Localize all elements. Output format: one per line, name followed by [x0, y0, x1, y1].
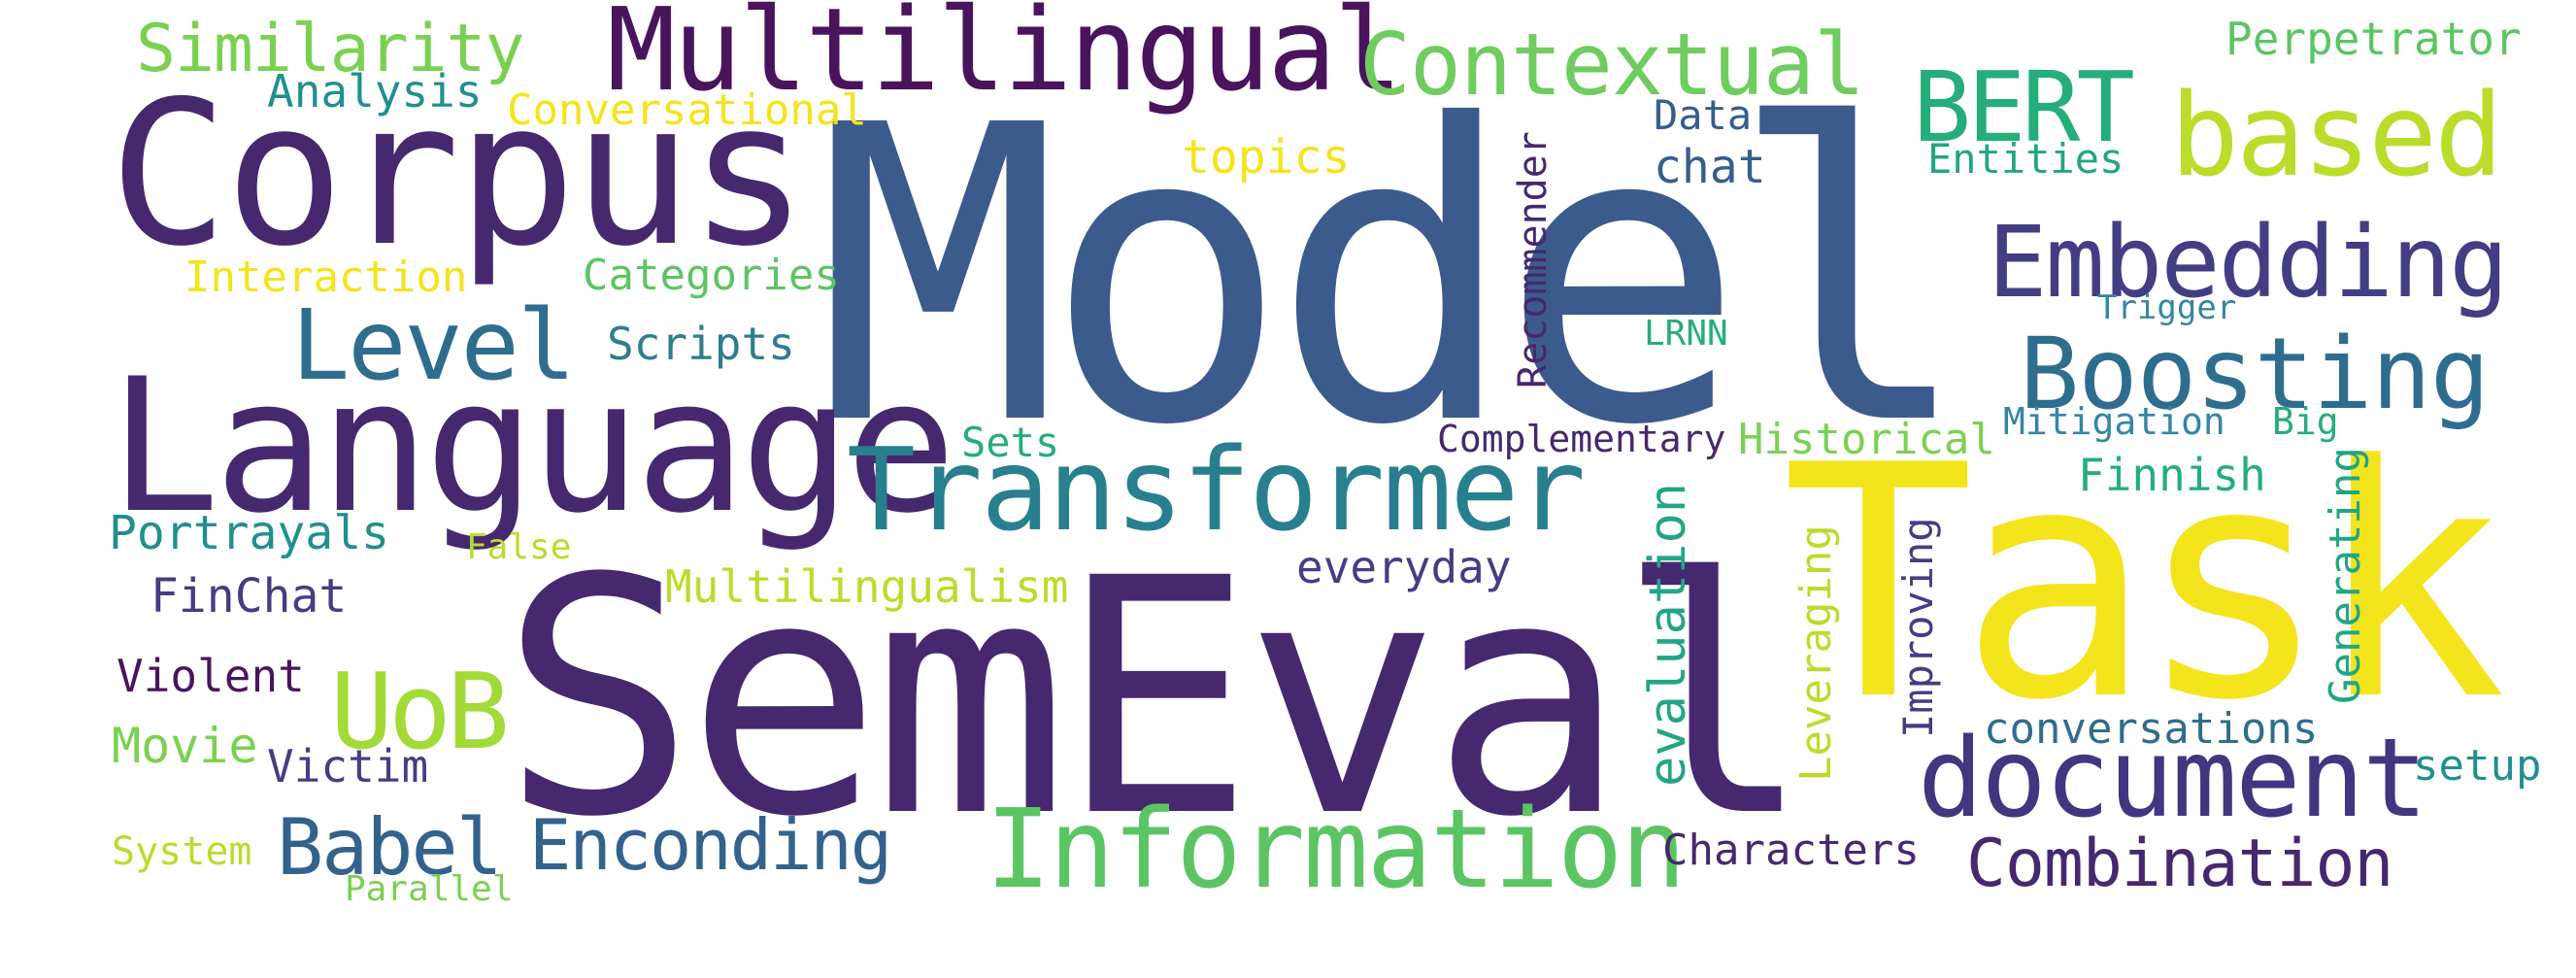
word-enconding: Enconding [529, 804, 890, 886]
word-mitigation: Mitigation [2003, 400, 2225, 443]
word-conversations: conversations [1984, 704, 2318, 754]
word-perpetrator: Perpetrator [2225, 13, 2522, 65]
word-finchat: FinChat [151, 569, 347, 624]
word-data: Data [1654, 91, 1752, 139]
word-analysis: Analysis [267, 65, 483, 118]
word-entities: Entities [1927, 135, 2124, 183]
word-victim: Victim [267, 740, 428, 793]
word-level: Level [291, 288, 574, 402]
word-similarity: Similarity [136, 11, 523, 87]
word-multilingual: Multilingual [607, 0, 1400, 117]
word-semeval: SemEval [500, 510, 1803, 889]
word-combination: Combination [1966, 826, 2392, 902]
word-portrayals: Portrayals [109, 506, 389, 560]
word-generating: Generating [2321, 447, 2370, 704]
word-bert: BERT [1913, 51, 2133, 164]
word-based: based [2170, 68, 2500, 202]
word-parallel: Parallel [345, 869, 513, 909]
word-setup: setup [2413, 741, 2541, 791]
word-model: Model [816, 40, 1956, 515]
word-system: System [112, 829, 252, 874]
word-complementary: Complementary [1437, 418, 1725, 460]
word-trigger: Trigger [2097, 288, 2236, 327]
word-movie: Movie [112, 718, 258, 774]
word-false: False [466, 527, 571, 567]
word-scripts: Scripts [607, 318, 795, 370]
word-interaction: Interaction [184, 253, 467, 302]
word-babel: Babel [277, 802, 501, 893]
word-language: Language [109, 339, 951, 554]
word-sets: Sets [961, 419, 1059, 466]
word-finnish: Finnish [2078, 449, 2266, 501]
word-lrnn: LRNN [1644, 314, 1728, 354]
word-categories: Categories [583, 251, 840, 300]
word-contextual: Contextual [1359, 15, 1864, 115]
word-information: Information [986, 787, 1685, 913]
word-topics: topics [1182, 130, 1350, 185]
word-multilingualism: Multilingualism [665, 560, 1068, 613]
word-uob: UoB [330, 652, 505, 773]
word-everyday: everyday [1296, 541, 1512, 593]
word-improving: Improving [1894, 517, 1942, 738]
word-historical: Historical [1738, 415, 1995, 464]
word-violent: Violent [117, 650, 305, 702]
word-embedding: Embedding [1988, 205, 2507, 320]
word-recommender: Recommender [1511, 131, 1556, 388]
word-evaluation: evaluation [1639, 483, 1697, 787]
word-boosting: Boosting [2020, 317, 2489, 432]
word-document: document [1918, 716, 2425, 842]
word-characters: Characters [1662, 826, 1920, 875]
word-conversational: Conversational [507, 85, 867, 135]
word-transformer: Transformer [847, 422, 1584, 556]
word-chat: chat [1654, 140, 1766, 194]
word-corpus: Corpus [109, 59, 805, 290]
word-leveraging: Leveraging [1791, 524, 1841, 782]
word-task: Task [1782, 397, 2504, 770]
word-big: Big [2272, 400, 2339, 443]
